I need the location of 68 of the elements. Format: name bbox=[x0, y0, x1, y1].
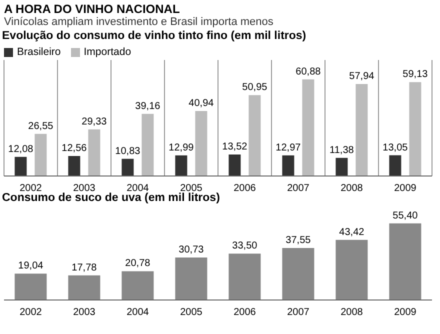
data-label: 57,94 bbox=[349, 71, 375, 82]
bar bbox=[122, 271, 154, 300]
x-tick-label: 2002 bbox=[20, 307, 42, 318]
bar bbox=[195, 110, 208, 176]
data-label: 29,33 bbox=[82, 116, 108, 128]
data-label: 26,55 bbox=[28, 120, 54, 132]
x-tick-label: 2006 bbox=[234, 183, 256, 194]
text: Vinícolas ampliam investimento e Brasil importa menos bbox=[4, 16, 274, 28]
bar bbox=[68, 156, 80, 176]
data-label: 50,95 bbox=[242, 82, 268, 94]
bar bbox=[282, 155, 294, 176]
data-label: 37,55 bbox=[286, 235, 312, 246]
bar bbox=[409, 82, 422, 176]
data-label: 12,97 bbox=[276, 142, 302, 154]
data-label: 13,05 bbox=[382, 142, 408, 154]
text: A HORA DO VINHO NACIONAL bbox=[4, 2, 181, 16]
bar bbox=[248, 95, 261, 176]
data-label: 59,13 bbox=[402, 69, 428, 80]
x-tick-label: 2004 bbox=[126, 307, 150, 318]
data-label: 43,42 bbox=[339, 226, 365, 238]
legend-label: Brasileiro bbox=[17, 46, 61, 58]
legend-label: Importado bbox=[84, 46, 132, 58]
bar bbox=[228, 154, 241, 176]
x-tick-label: 2005 bbox=[180, 307, 203, 318]
bar bbox=[14, 274, 47, 300]
bar bbox=[389, 223, 422, 300]
x-tick-label: 2009 bbox=[394, 307, 417, 318]
data-label: 33,50 bbox=[232, 240, 258, 252]
x-tick-label: 2006 bbox=[234, 307, 256, 318]
x-tick-label: 2008 bbox=[340, 183, 364, 194]
data-label: 55,40 bbox=[392, 210, 418, 222]
x-tick-label: 2007 bbox=[287, 307, 310, 318]
data-label: 39,16 bbox=[135, 100, 161, 112]
bar bbox=[302, 79, 314, 176]
bar bbox=[122, 158, 134, 176]
bar bbox=[142, 114, 154, 176]
bar bbox=[88, 129, 100, 176]
bar bbox=[356, 84, 368, 176]
bar bbox=[282, 248, 314, 300]
bar bbox=[228, 254, 261, 300]
data-label: 40,94 bbox=[188, 98, 214, 109]
data-label: 20,78 bbox=[125, 258, 151, 270]
bar bbox=[175, 155, 188, 176]
x-tick-label: 2003 bbox=[73, 183, 96, 194]
data-label: 12,08 bbox=[8, 144, 34, 155]
data-label: 11,38 bbox=[330, 144, 354, 156]
data-label: 60,88 bbox=[296, 66, 322, 78]
bar bbox=[336, 158, 348, 176]
data-label: 19,04 bbox=[18, 260, 44, 272]
data-label: 10,83 bbox=[115, 146, 141, 157]
data-label: 30,73 bbox=[178, 244, 204, 256]
chart-title: Consumo de suco de uva (em mil litros) bbox=[2, 192, 220, 204]
bar bbox=[68, 275, 100, 300]
data-label: 13,52 bbox=[222, 142, 248, 153]
x-tick-label: 2002 bbox=[20, 183, 42, 194]
bar bbox=[389, 155, 402, 176]
bar bbox=[336, 240, 368, 300]
x-tick-label: 2009 bbox=[394, 183, 417, 194]
x-tick-label: 2007 bbox=[287, 183, 310, 194]
bar bbox=[175, 257, 208, 300]
chart-title: Evolução do consumo de vinho tinto fino (em mil litros) bbox=[1, 30, 308, 42]
x-tick-label: 2003 bbox=[73, 307, 96, 318]
data-label: 12,99 bbox=[168, 142, 194, 154]
x-tick-label: 2008 bbox=[340, 307, 364, 318]
data-label: 17,78 bbox=[72, 262, 98, 274]
data-label: 12,56 bbox=[62, 143, 88, 154]
bar bbox=[34, 134, 47, 176]
bar bbox=[14, 156, 27, 176]
